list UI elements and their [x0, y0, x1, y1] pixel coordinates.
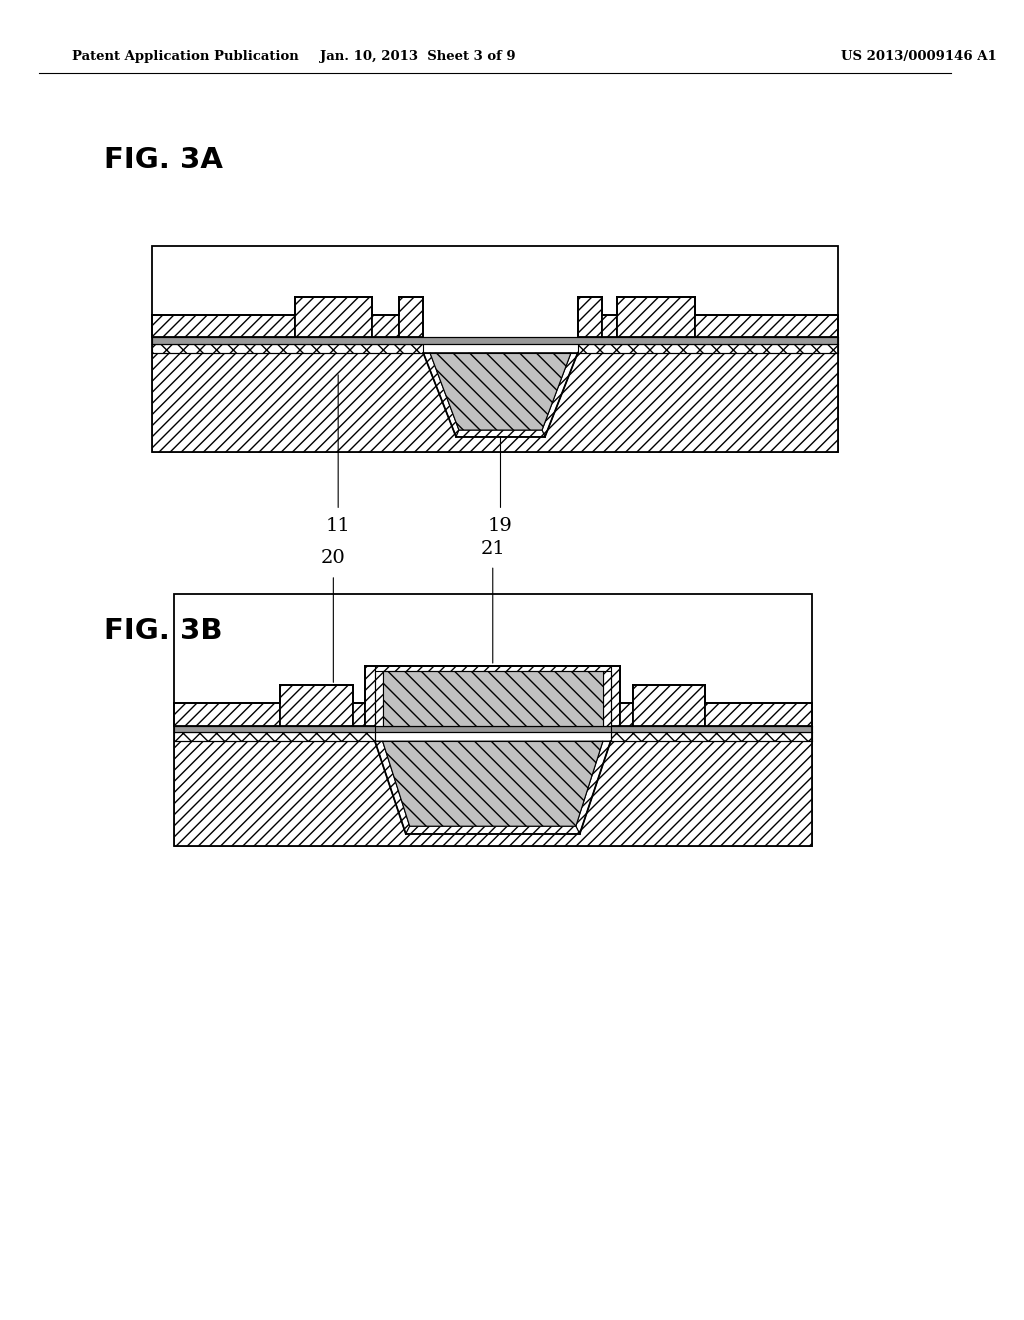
Bar: [366, 665, 621, 726]
Polygon shape: [542, 352, 578, 437]
Polygon shape: [603, 671, 610, 726]
Bar: [174, 733, 375, 741]
Text: 11: 11: [326, 517, 350, 535]
Bar: [152, 338, 838, 345]
Text: FIG. 3A: FIG. 3A: [104, 145, 223, 173]
Bar: [152, 315, 295, 338]
Bar: [706, 704, 812, 726]
Text: 21: 21: [480, 540, 505, 557]
Polygon shape: [383, 741, 603, 826]
Bar: [633, 685, 706, 726]
Bar: [694, 315, 838, 338]
Text: 20: 20: [321, 549, 346, 568]
Bar: [174, 726, 812, 733]
Bar: [152, 352, 838, 453]
Bar: [578, 345, 838, 352]
Polygon shape: [406, 826, 580, 834]
Polygon shape: [456, 430, 545, 437]
Text: Jan. 10, 2013  Sheet 3 of 9: Jan. 10, 2013 Sheet 3 of 9: [319, 50, 515, 62]
Bar: [174, 741, 812, 846]
Polygon shape: [423, 352, 578, 437]
Polygon shape: [430, 352, 571, 430]
Bar: [372, 315, 399, 338]
Bar: [152, 247, 838, 453]
Text: US 2013/0009146 A1: US 2013/0009146 A1: [841, 50, 996, 62]
Text: Patent Application Publication: Patent Application Publication: [73, 50, 299, 62]
Bar: [399, 297, 423, 338]
Text: 19: 19: [488, 517, 513, 535]
Bar: [621, 704, 633, 726]
Bar: [174, 704, 281, 726]
Text: FIG. 3B: FIG. 3B: [104, 616, 223, 645]
Polygon shape: [375, 741, 410, 834]
Bar: [281, 685, 352, 726]
Bar: [352, 704, 366, 726]
Polygon shape: [375, 741, 610, 834]
Bar: [295, 297, 372, 338]
Polygon shape: [375, 671, 383, 726]
Bar: [578, 297, 602, 338]
Bar: [610, 733, 812, 741]
Bar: [617, 297, 694, 338]
Polygon shape: [575, 741, 610, 834]
Bar: [602, 315, 617, 338]
Bar: [174, 594, 812, 846]
Bar: [152, 345, 423, 352]
Polygon shape: [423, 352, 459, 437]
Polygon shape: [383, 671, 603, 726]
